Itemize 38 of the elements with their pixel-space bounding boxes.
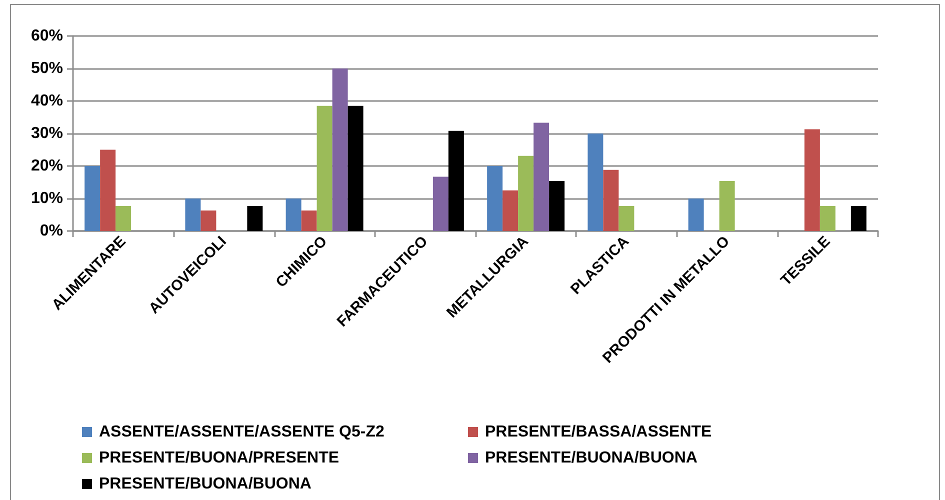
bar (84, 166, 100, 231)
bar (487, 166, 503, 231)
bar (100, 150, 116, 231)
bar (502, 190, 518, 231)
bar (448, 130, 464, 231)
y-tick-label: 10% (30, 190, 63, 207)
legend-label: PRESENTE/BUONA/PRESENTE (99, 450, 340, 466)
y-tick-label: 60% (30, 28, 63, 44)
y-tick-label: 40% (30, 92, 63, 110)
bar (688, 198, 704, 231)
y-tick-label: 0% (40, 222, 63, 240)
bar (534, 122, 550, 231)
bar (200, 210, 216, 231)
legend-label: PRESENTE/BUONA/BUONA (485, 450, 698, 466)
bar (820, 206, 836, 231)
y-tick-label: 50% (30, 60, 63, 77)
y-tick-label: 30% (30, 125, 63, 142)
bar (618, 206, 634, 231)
bar (518, 156, 534, 231)
legend-label: PRESENTE/BASSA/ASSENTE (485, 424, 712, 440)
bar (348, 106, 364, 231)
legend-label: ASSENTE/ASSENTE/ASSENTE Q5-Z2 (99, 424, 384, 440)
bar (316, 106, 332, 231)
bar (603, 170, 619, 231)
bar (116, 206, 132, 231)
bar (432, 176, 448, 231)
bar (804, 129, 820, 231)
y-tick-label: 20% (30, 158, 63, 174)
legend-label: PRESENTE/BUONA/BUONA (99, 476, 312, 492)
bar (332, 68, 348, 231)
bar (549, 180, 565, 231)
bar (850, 206, 866, 231)
bar (719, 180, 735, 231)
bar (286, 198, 302, 231)
bar (588, 134, 604, 231)
bar (247, 206, 263, 231)
bar (301, 210, 317, 231)
bar (185, 198, 201, 231)
